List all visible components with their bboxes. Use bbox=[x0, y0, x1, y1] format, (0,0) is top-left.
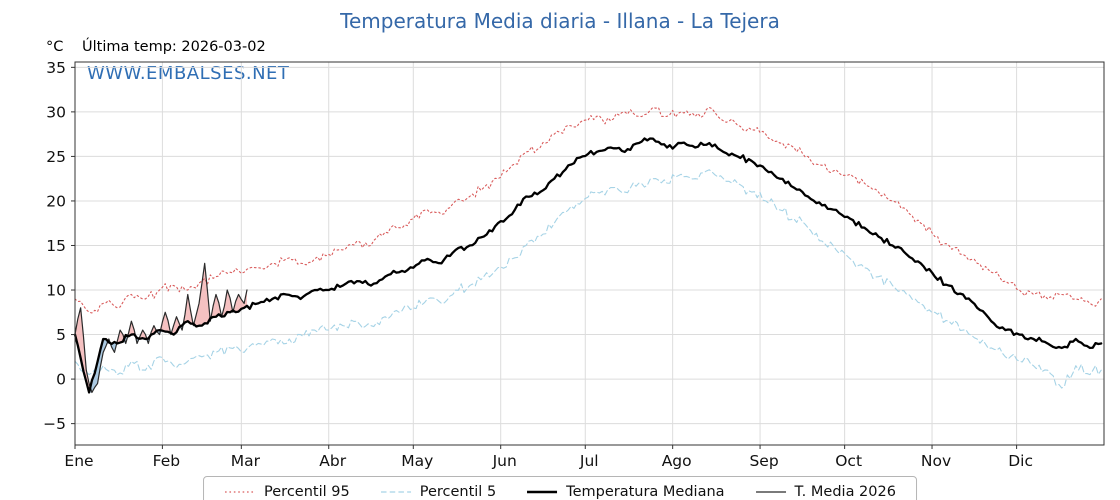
legend-item-percentil-95: Percentil 95 bbox=[224, 484, 350, 500]
legend: Percentil 95 Percentil 5 Temperatura Med… bbox=[203, 476, 917, 500]
legend-line-sample-percentil-95 bbox=[225, 491, 256, 493]
y-tick-label: −5 bbox=[43, 415, 66, 433]
x-tick-label: Ene bbox=[64, 452, 93, 470]
series-line-p95 bbox=[74, 106, 1102, 314]
y-tick-label: 25 bbox=[46, 148, 66, 166]
x-tick-label: Jul bbox=[579, 452, 599, 470]
legend-label-percentil-5: Percentil 5 bbox=[419, 484, 497, 500]
y-tick-label: 0 bbox=[56, 371, 66, 389]
x-tick-label: May bbox=[401, 452, 433, 470]
legend-label-temperatura-mediana: Temperatura Mediana bbox=[566, 484, 725, 500]
x-tick-label: Nov bbox=[921, 452, 951, 470]
x-tick-label: Dic bbox=[1008, 452, 1033, 470]
legend-item-t-media-2026: T. Media 2026 bbox=[755, 484, 896, 500]
series-line-median bbox=[73, 137, 1103, 394]
legend-item-percentil-5: Percentil 5 bbox=[380, 484, 496, 500]
x-tick-label: Jun bbox=[492, 452, 517, 470]
x-tick-label: Abr bbox=[319, 452, 346, 470]
series-line-p5 bbox=[74, 169, 1102, 389]
y-tick-label: 5 bbox=[56, 326, 66, 344]
axes: −5 0 5 10 15 20 25 30 35 Ene Feb Mar Abr May Jun Jul Ago… bbox=[43, 59, 1105, 470]
gridlines bbox=[75, 62, 1104, 445]
legend-line-sample-percentil-5 bbox=[380, 491, 411, 493]
x-tick-label: Sep bbox=[749, 452, 778, 470]
plot-area: −5 0 5 10 15 20 25 30 35 Ene Feb Mar Abr May Jun Jul Ago… bbox=[43, 59, 1105, 470]
legend-line-sample-temperatura-mediana bbox=[527, 490, 558, 494]
series-line-t2026 bbox=[74, 262, 248, 394]
legend-label-t-media-2026: T. Media 2026 bbox=[794, 484, 896, 500]
legend-line-sample-t-media-2026 bbox=[755, 491, 786, 493]
y-tick-label: 15 bbox=[46, 237, 66, 255]
legend-label-percentil-95: Percentil 95 bbox=[264, 484, 350, 500]
y-tick-label: 30 bbox=[46, 103, 66, 121]
x-tick-label: Ago bbox=[662, 452, 692, 470]
chart-title: Temperatura Media diaria - Illana - La T… bbox=[340, 9, 780, 33]
y-tick-label: 20 bbox=[46, 192, 66, 210]
y-tick-label: 10 bbox=[46, 282, 66, 300]
y-axis-unit-label: °C bbox=[46, 39, 64, 55]
x-tick-label: Oct bbox=[835, 452, 862, 470]
last-temp-label: Última temp: 2026-03-02 bbox=[82, 39, 266, 55]
x-tick-label: Feb bbox=[153, 452, 180, 470]
watermark: WWW.EMBALSES.NET bbox=[87, 63, 290, 84]
y-tick-label: 35 bbox=[46, 59, 66, 77]
x-tick-label: Mar bbox=[231, 452, 261, 470]
legend-item-temperatura-mediana: Temperatura Mediana bbox=[526, 484, 725, 500]
